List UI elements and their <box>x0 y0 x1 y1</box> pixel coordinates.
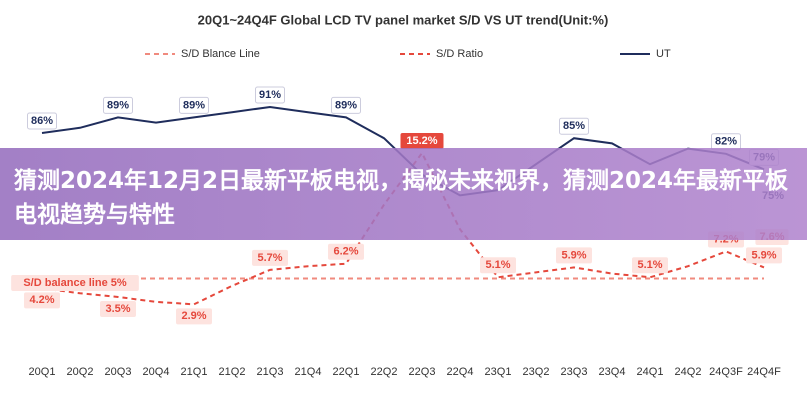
annotation: S/D balance line 5% <box>23 277 127 289</box>
data-label-box <box>632 257 668 274</box>
x-tick-label: 24Q1 <box>637 366 664 378</box>
overlay-title: 猜测2024年12月2日最新平板电视，揭秘未来视界，猜测2024年最新平板电视趋… <box>14 168 789 228</box>
x-tick-label: 22Q1 <box>333 366 360 378</box>
x-tick-label: 22Q4 <box>447 366 474 378</box>
data-label: 82% <box>715 136 737 148</box>
data-label-box <box>179 96 209 114</box>
data-label: 5.9% <box>751 249 776 261</box>
data-label-box <box>559 117 589 135</box>
data-label: 89% <box>107 99 129 111</box>
data-label-box <box>331 96 361 114</box>
data-label: 86% <box>31 115 53 127</box>
data-label: 89% <box>335 99 357 111</box>
x-tick-label: 24Q3F <box>709 366 743 378</box>
data-label-box <box>556 247 592 264</box>
chart-title: 20Q1~24Q4F Global LCD TV panel market S/… <box>198 12 609 27</box>
data-label-box <box>103 96 133 114</box>
data-label: 5.1% <box>637 259 662 271</box>
data-label: 3.5% <box>105 303 130 315</box>
data-label: 6.2% <box>333 246 358 258</box>
x-tick-label: 22Q2 <box>371 366 398 378</box>
data-label: 4.2% <box>29 294 54 306</box>
data-label-box <box>24 292 60 309</box>
data-label-box <box>252 249 288 266</box>
x-tick-label: 23Q4 <box>599 366 626 378</box>
data-label-box <box>27 112 57 130</box>
x-tick-label: 24Q4F <box>747 366 781 378</box>
x-tick-label: 22Q3 <box>409 366 436 378</box>
x-tick-label: 21Q2 <box>219 366 246 378</box>
x-tick-label: 21Q3 <box>257 366 284 378</box>
x-tick-label: 20Q3 <box>105 366 132 378</box>
legend-label: UT <box>656 48 671 60</box>
x-tick-label: 20Q1 <box>29 366 56 378</box>
x-tick-label: 20Q4 <box>143 366 170 378</box>
data-label: 5.1% <box>485 259 510 271</box>
legend-label: S/D Ratio <box>436 48 483 60</box>
data-label: 5.7% <box>257 252 282 264</box>
x-tick-label: 21Q4 <box>295 366 322 378</box>
data-label-box <box>400 133 444 150</box>
x-tick-label: 23Q3 <box>561 366 588 378</box>
x-tick-label: 24Q2 <box>675 366 702 378</box>
data-label: 2.9% <box>181 310 206 322</box>
x-tick-label: 23Q2 <box>523 366 550 378</box>
annotation-box <box>11 275 139 291</box>
data-label-box <box>100 300 136 317</box>
data-label-box <box>328 243 364 260</box>
data-label-box <box>480 257 516 274</box>
data-label: 5.9% <box>561 249 586 261</box>
data-label: 89% <box>183 99 205 111</box>
data-label-box <box>176 308 212 325</box>
data-label-box <box>746 247 782 264</box>
x-tick-label: 21Q1 <box>181 366 208 378</box>
legend-label: S/D Blance Line <box>181 48 260 60</box>
overlay-banner: 猜测2024年12月2日最新平板电视，揭秘未来视界，猜测2024年最新平板电视趋… <box>0 148 807 240</box>
x-tick-label: 20Q2 <box>67 366 94 378</box>
x-tick-label: 23Q1 <box>485 366 512 378</box>
data-label: 91% <box>259 89 281 101</box>
data-label: 85% <box>563 120 585 132</box>
data-label: 15.2% <box>406 135 437 147</box>
data-label-box <box>255 86 285 104</box>
